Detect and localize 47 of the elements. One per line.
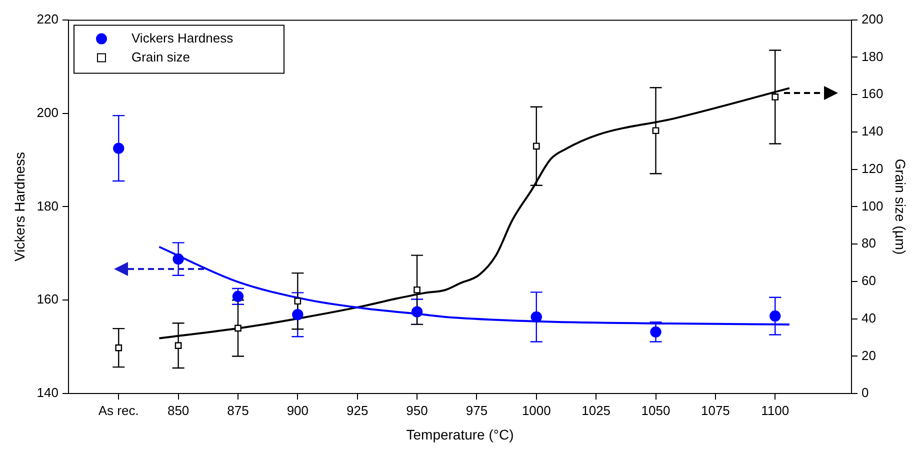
y2-axis-title: Grain size (µm) <box>892 158 909 255</box>
point <box>115 344 122 352</box>
point <box>113 142 124 154</box>
y2-tick-label: 40 <box>862 310 876 326</box>
y2-tick-label: 120 <box>862 160 884 176</box>
x-tick-label: 950 <box>406 402 428 418</box>
x-tick-label: As rec. <box>98 402 139 418</box>
point <box>530 311 542 323</box>
y-tick-label: 180 <box>36 198 58 214</box>
point <box>174 342 182 349</box>
y-axis-title: Vickers Hardness <box>11 152 28 262</box>
y-tick-label: 220 <box>36 11 58 26</box>
y2-tick-label: 20 <box>862 348 876 363</box>
point <box>411 306 423 318</box>
y2-tick-label: 100 <box>862 198 884 214</box>
y-tick-label: 160 <box>36 292 58 307</box>
point <box>292 309 304 320</box>
point <box>234 324 242 332</box>
x-tick-label: 925 <box>346 402 368 418</box>
legend-label: Grain size <box>131 49 190 64</box>
y2-tick-label: 80 <box>862 236 876 251</box>
x-tick-label: 1050 <box>641 402 670 418</box>
x-tick-label: 1025 <box>582 402 611 418</box>
y-tick-label: 200 <box>36 104 58 120</box>
y2-tick-label: 200 <box>862 11 884 26</box>
point <box>772 94 779 100</box>
x-tick-label: 875 <box>227 402 249 418</box>
y2-tick-label: 160 <box>862 86 884 102</box>
point <box>770 310 781 322</box>
point <box>414 286 420 294</box>
point <box>532 142 540 150</box>
x-tick-label: 975 <box>466 402 488 418</box>
x-axis-title: Temperature (°C) <box>406 426 514 442</box>
y-tick-label: 140 <box>36 385 58 400</box>
x-tick-label: 1075 <box>700 402 730 418</box>
point <box>652 127 660 134</box>
point <box>294 298 302 305</box>
x-tick-label: 1100 <box>761 402 790 418</box>
x-tick-label: 900 <box>286 402 309 418</box>
x-tick-label: 1000 <box>522 402 551 418</box>
y2-tick-label: 0 <box>862 385 869 400</box>
point <box>172 253 184 265</box>
y2-tick-label: 140 <box>862 124 884 139</box>
x-tick-label: 850 <box>167 402 190 418</box>
legend-label: Vickers Hardness <box>131 30 234 46</box>
y2-tick-label: 60 <box>862 273 876 288</box>
y2-tick-label: 180 <box>862 48 884 64</box>
